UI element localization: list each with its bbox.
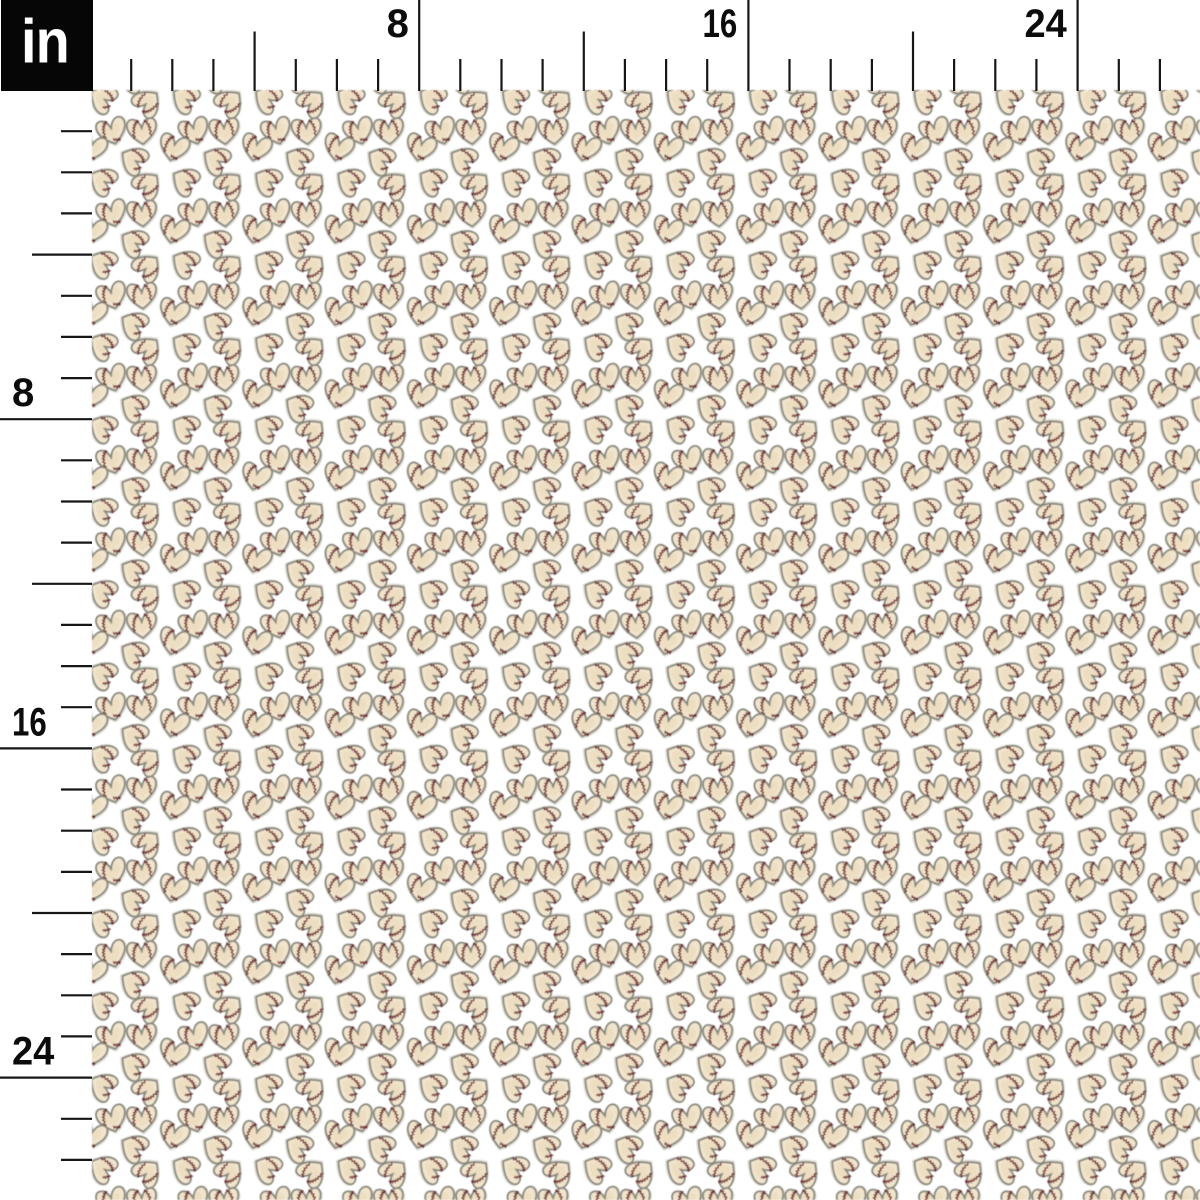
svg-text:24: 24 (12, 1030, 55, 1074)
svg-text:8: 8 (12, 371, 34, 415)
svg-text:8: 8 (387, 2, 409, 46)
svg-text:16: 16 (703, 1, 738, 46)
svg-text:16: 16 (12, 700, 47, 745)
svg-text:24: 24 (1024, 2, 1067, 46)
svg-text:in: in (21, 8, 69, 76)
